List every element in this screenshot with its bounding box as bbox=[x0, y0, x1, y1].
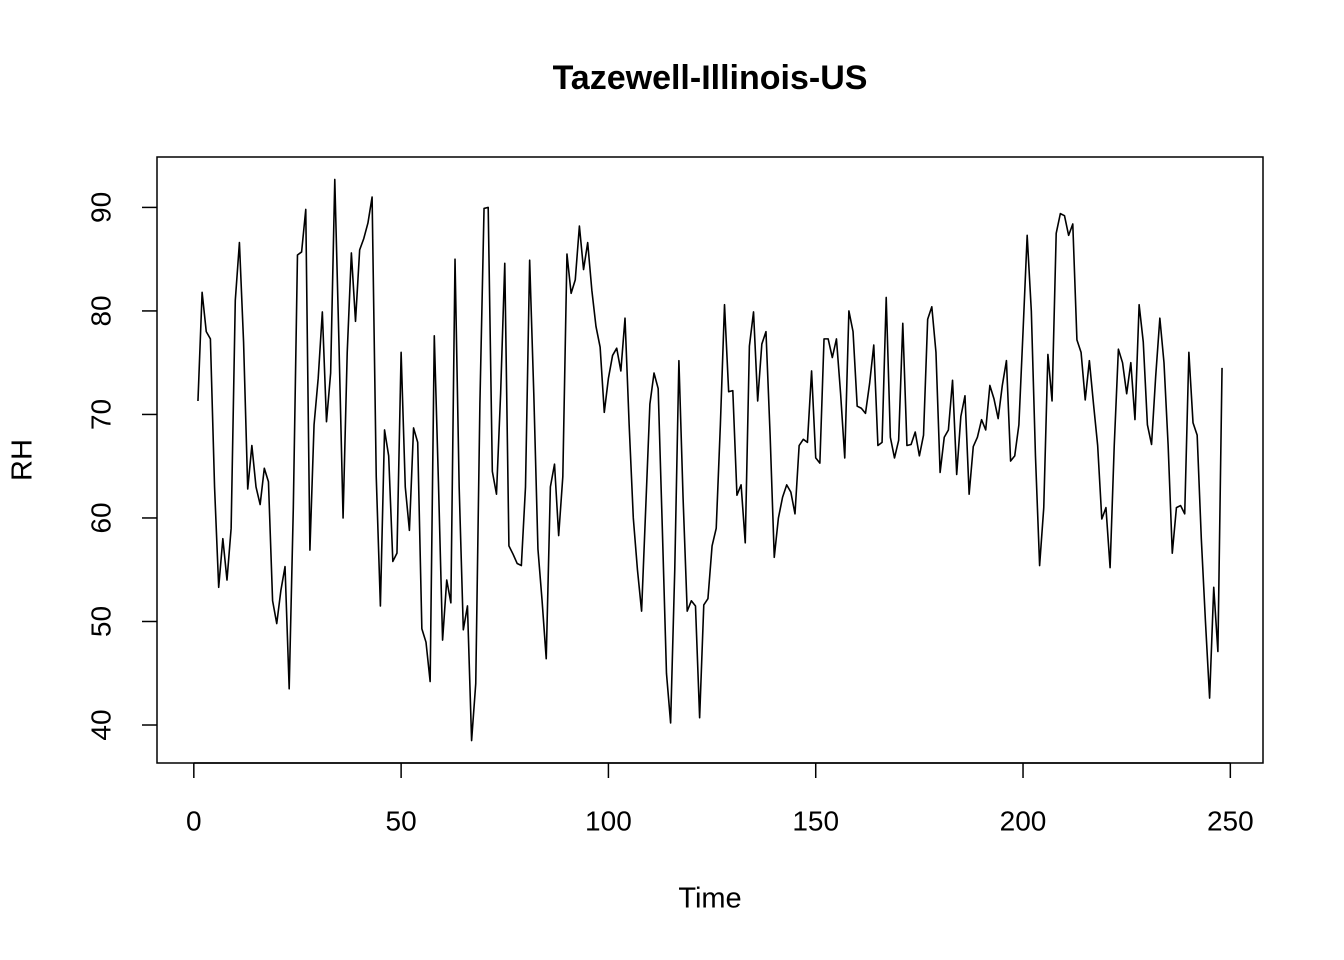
x-tick-label: 50 bbox=[386, 805, 417, 836]
y-axis-label: RH bbox=[7, 439, 39, 481]
y-tick-label: 80 bbox=[85, 295, 116, 326]
x-tick-label: 0 bbox=[186, 805, 202, 836]
x-axis-label: Time bbox=[678, 883, 741, 915]
y-tick-label: 50 bbox=[85, 606, 116, 637]
x-tick-label: 100 bbox=[585, 805, 632, 836]
y-tick-label: 60 bbox=[85, 502, 116, 533]
x-tick-label: 150 bbox=[792, 805, 839, 836]
x-tick-label: 250 bbox=[1207, 805, 1254, 836]
chart-title: Tazewell-Illinois-US bbox=[553, 59, 868, 97]
y-tick-label: 40 bbox=[85, 709, 116, 740]
data-line bbox=[197, 178, 1223, 742]
plot-box bbox=[156, 156, 1264, 764]
x-tick-label: 200 bbox=[1000, 805, 1047, 836]
y-tick-label: 70 bbox=[85, 399, 116, 430]
y-tick-label: 90 bbox=[85, 192, 116, 223]
